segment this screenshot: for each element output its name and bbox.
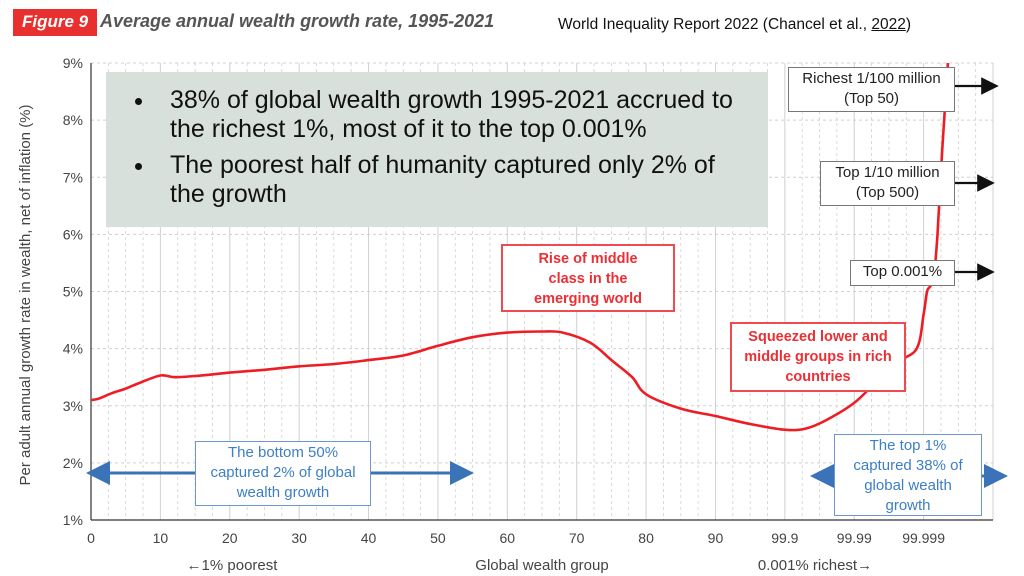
richest-100m-annotation: Richest 1/100 million (Top 50): [788, 67, 955, 112]
summary-bullets: 38% of global wealth growth 1995-2021 ac…: [124, 86, 750, 209]
source-close: ): [905, 16, 911, 33]
source-text: World Inequality Report 2022 (Chancel et…: [558, 16, 872, 33]
x-tick-label: 20: [222, 530, 238, 546]
y-tick-label: 5%: [63, 284, 83, 300]
richest-100m-line2: (Top 50): [843, 90, 900, 107]
summary-bullet: 38% of global wealth growth 1995-2021 ac…: [156, 86, 750, 144]
bottom50-annotation: The bottom 50% captured 2% of global wea…: [195, 441, 371, 506]
y-tick-label: 1%: [63, 512, 83, 528]
series-line: [90, 62, 950, 432]
y-tick-label: 9%: [63, 55, 83, 71]
y-tick-labels: 1% 2% 3% 4% 5% 6% 7% 8% 9%: [63, 55, 83, 528]
y-tick-label: 2%: [63, 455, 83, 471]
x-tick-label: 10: [153, 530, 169, 546]
axes: [90, 63, 993, 521]
x-tick-label: 0: [87, 530, 95, 546]
figure-title: Average annual wealth growth rate, 1995-…: [100, 11, 495, 31]
y-tick-label: 8%: [63, 112, 83, 128]
richest-100m-line1: Richest 1/100 million: [802, 70, 941, 87]
squeezed-groups-annotation: Squeezed lower and middle groups in rich…: [730, 322, 906, 392]
x-tick-label: 40: [361, 530, 377, 546]
x-tick-label: 99.9: [771, 530, 798, 546]
x-tick-label: 50: [430, 530, 446, 546]
source-citation: World Inequality Report 2022 (Chancel et…: [558, 16, 911, 34]
x-tick-label: 90: [708, 530, 724, 546]
summary-bullet: The poorest half of humanity captured on…: [156, 151, 750, 209]
y-tick-label: 3%: [63, 398, 83, 414]
x-tick-label: 80: [638, 530, 654, 546]
top1-annotation: The top 1% captured 38% of global wealth…: [834, 434, 982, 516]
rise-middle-class-annotation: Rise of middle class in the emerging wor…: [501, 244, 675, 312]
y-axis-label: Per adult annual growth rate in wealth, …: [17, 104, 34, 485]
source-year-link[interactable]: 2022: [871, 16, 906, 33]
y-tick-label: 4%: [63, 341, 83, 357]
summary-callout: 38% of global wealth growth 1995-2021 ac…: [106, 72, 768, 227]
x-tick-labels: 0 10 20 30 40 50 60 70 80 90 99.9 99.99 99.999: [87, 530, 945, 546]
top0001-annotation: Top 0.001%: [850, 260, 955, 286]
x-tick-label: 99.99: [837, 530, 872, 546]
x-tick-label: 70: [569, 530, 585, 546]
x-tick-label: 99.999: [902, 530, 945, 546]
x-axis-label: Global wealth group: [475, 557, 608, 574]
top10m-annotation: Top 1/10 million (Top 500): [820, 161, 955, 206]
top10m-line1: Top 1/10 million: [835, 164, 940, 181]
x-axis-label-right: 0.001% richest→: [758, 557, 872, 574]
y-tick-label: 6%: [63, 226, 83, 242]
x-tick-label: 60: [500, 530, 516, 546]
x-axis-label-left: ←1% poorest: [187, 557, 279, 574]
top10m-line2: (Top 500): [855, 184, 920, 201]
x-tick-label: 30: [291, 530, 307, 546]
figure-badge: Figure 9: [13, 9, 98, 36]
y-tick-label: 7%: [63, 169, 83, 185]
